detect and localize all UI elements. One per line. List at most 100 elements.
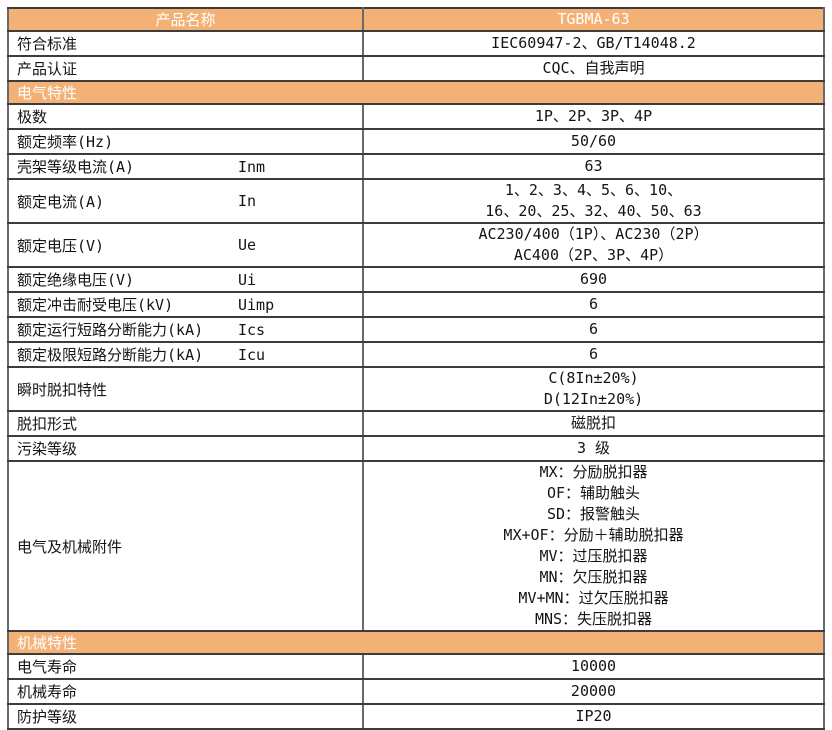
row-label: 额定冲击耐受电压(kV) [17,296,174,314]
row-symbol: In [238,192,257,210]
table-header-row: 产品名称 TGBMA-63 [7,7,825,32]
row-label: 额定电流(A) [17,192,105,211]
table-row: 符合标准 IEC60947-2、GB/T14048.2 [7,30,825,57]
row-label: 符合标准 [17,35,78,53]
value-line: MV+MN：过欠压脱扣器 [518,589,669,607]
value-line: D(12In±20%) [543,390,644,408]
value-line: 6 [588,295,599,313]
section-row: 机械特性 [7,630,825,655]
row-label: 产品认证 [17,60,78,78]
row-value-cell: C(8In±20%) D(12In±20%) [362,366,825,412]
row-symbol: Ui [238,270,257,289]
value-line: 1、2、3、4、5、6、10、 [504,181,683,199]
row-label-cell: 额定电流(A) In [7,178,364,224]
row-value-cell: 磁脱扣 [362,410,825,437]
row-label-cell: 污染等级 [7,435,364,462]
value-line: 3 级 [576,439,611,457]
row-value-cell: TGBMA-63 [362,7,825,32]
row-label-cell: 极数 [7,103,364,130]
row-label-cell: 电气寿命 [7,653,364,680]
table-row: 额定冲击耐受电压(kV) Uimp 6 [7,291,825,318]
row-label: 产品名称 [155,11,216,29]
row-value-cell: 6 [362,341,825,368]
row-label: 电气寿命 [17,658,78,676]
row-symbol: Icu [238,345,266,364]
section-row: 电气特性 [7,80,825,105]
table-row: 极数 1P、2P、3P、4P [7,103,825,130]
row-symbol: Uimp [238,295,275,314]
row-value-cell: 6 [362,316,825,343]
table-row: 电气寿命 10000 [7,653,825,680]
value-line: IP20 [575,707,612,725]
row-label-cell: 壳架等级电流(A) Inm [7,153,364,180]
row-label-cell: 额定电压(V) Ue [7,222,364,268]
section-title: 机械特性 [7,630,825,655]
table-row: 额定电压(V) Ue AC230/400（1P）、AC230（2P） AC400（2P… [7,222,825,268]
value-line: TGBMA-63 [557,10,630,28]
table-row: 额定极限短路分断能力(kA) Icu 6 [7,341,825,368]
value-line: MN：欠压脱扣器 [539,568,648,586]
row-label: 电气及机械附件 [17,537,123,556]
row-label-cell: 额定频率(Hz) [7,128,364,155]
row-value-cell: MX：分励脱扣器 OF：辅助触头 SD：报警触头 MX+OF：分励＋辅助脱扣器 MV：过… [362,460,825,632]
table-row: 壳架等级电流(A) Inm 63 [7,153,825,180]
section-title: 电气特性 [7,80,825,105]
row-label: 额定电压(V) [17,236,105,255]
row-label-cell: 机械寿命 [7,678,364,705]
row-label: 极数 [17,108,48,126]
table-row: 额定运行短路分断能力(kA) Ics 6 [7,316,825,343]
value-line: 10000 [570,657,617,675]
value-line: MV：过压脱扣器 [539,547,648,565]
row-value-cell: 6 [362,291,825,318]
row-value-cell: IP20 [362,703,825,730]
row-value-cell: 63 [362,153,825,180]
value-line: 16、20、25、32、40、50、63 [485,202,702,220]
row-label-cell: 电气及机械附件 [7,460,364,632]
row-label-cell: 产品认证 [7,55,364,82]
value-line: AC230/400（1P）、AC230（2P） [478,225,709,243]
value-line: 6 [588,320,599,338]
value-line: MX：分励脱扣器 [539,463,648,481]
row-label: 额定运行短路分断能力(kA) [17,321,204,339]
row-value-cell: 1、2、3、4、5、6、10、 16、20、25、32、40、50、63 [362,178,825,224]
table-row: 防护等级 IP20 [7,703,825,730]
row-label-cell: 额定运行短路分断能力(kA) Ics [7,316,364,343]
value-line: 1P、2P、3P、4P [534,107,653,125]
table-row: 机械寿命 20000 [7,678,825,705]
value-line: MX+OF：分励＋辅助脱扣器 [503,526,684,544]
row-label-cell: 额定绝缘电压(V) Ui [7,266,364,293]
row-symbol: Inm [238,157,266,176]
row-symbol: Ue [238,236,257,254]
table-row: 瞬时脱扣特性 C(8In±20%) D(12In±20%) [7,366,825,412]
value-line: 690 [579,270,608,288]
spec-table-body: 产品名称 TGBMA-63 符合标准 IEC60947-2、GB/T14048.2 产品… [7,7,825,730]
row-value-cell: 50/60 [362,128,825,155]
row-label-cell: 额定冲击耐受电压(kV) Uimp [7,291,364,318]
row-label: 额定极限短路分断能力(kA) [17,346,204,364]
row-label-cell: 防护等级 [7,703,364,730]
row-value-cell: AC230/400（1P）、AC230（2P） AC400（2P、3P、4P） [362,222,825,268]
row-value-cell: 690 [362,266,825,293]
value-line: MNS：失压脱扣器 [534,610,653,628]
table-row: 电气及机械附件 MX：分励脱扣器 OF：辅助触头 SD：报警触头 MX+OF：分励＋辅助… [7,460,825,632]
row-label-cell: 瞬时脱扣特性 [7,366,364,412]
table-row: 额定频率(Hz) 50/60 [7,128,825,155]
value-line: 6 [588,345,599,363]
product-spec-table: 产品名称 TGBMA-63 符合标准 IEC60947-2、GB/T14048.2 产品… [7,7,825,730]
value-line: C(8In±20%) [548,369,639,387]
value-line: IEC60947-2、GB/T14048.2 [491,34,696,52]
table-row: 产品认证 CQC、自我声明 [7,55,825,82]
row-symbol: Ics [238,320,266,339]
table-row: 额定电流(A) In 1、2、3、4、5、6、10、 16、20、25、32、40、5… [7,178,825,224]
row-value-cell: CQC、自我声明 [362,55,825,82]
value-line: SD：报警触头 [546,505,641,523]
table-row: 脱扣形式 磁脱扣 [7,410,825,437]
row-value-cell: 20000 [362,678,825,705]
row-label-cell: 额定极限短路分断能力(kA) Icu [7,341,364,368]
value-line: 20000 [570,682,617,700]
value-line: CQC、自我声明 [542,59,645,77]
row-label: 防护等级 [17,708,78,726]
value-line: 磁脱扣 [570,414,616,432]
value-line: 50/60 [570,132,617,150]
table-row: 额定绝缘电压(V) Ui 690 [7,266,825,293]
